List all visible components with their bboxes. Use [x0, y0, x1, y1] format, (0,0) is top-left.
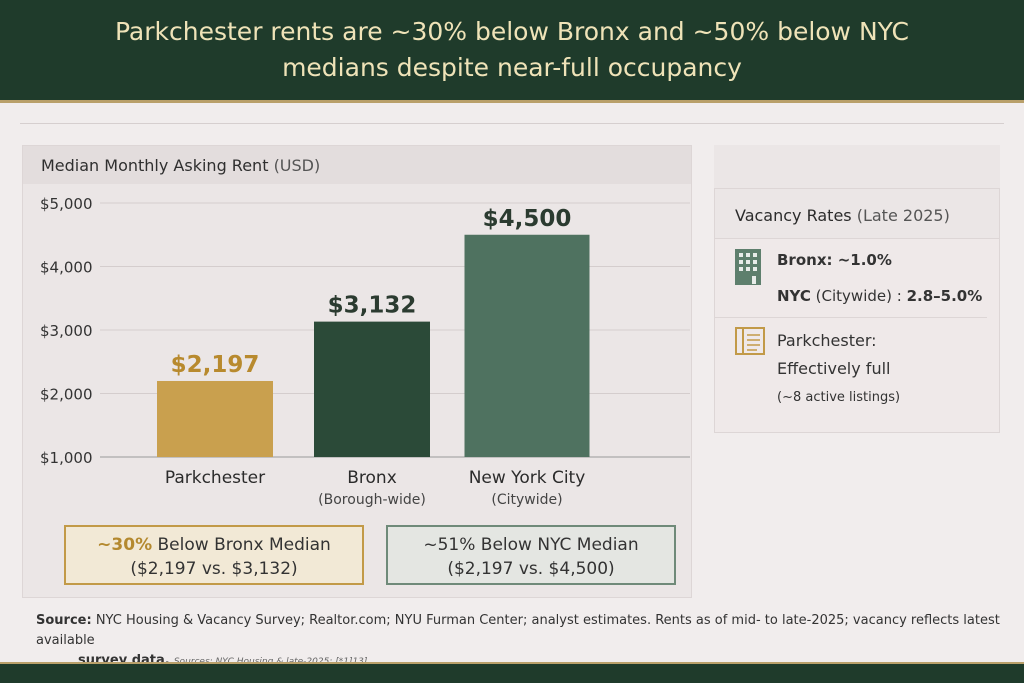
nyc-vacancy: NYC (Citywide) : 2.8–5.0%	[777, 287, 983, 305]
bar-2	[464, 234, 590, 457]
y-tick-label: $1,000	[40, 449, 93, 467]
x-tick-sublabel: (Borough-wide)	[318, 492, 426, 508]
x-tick-label: Parkchester	[165, 468, 265, 488]
vacancy-title: Vacancy Rates (Late 2025)	[715, 189, 999, 239]
x-tick-label: Bronx	[347, 468, 397, 488]
header: Parkchester rents are ~30% below Bronx a…	[0, 0, 1024, 103]
x-tick-sublabel: (Citywide)	[491, 492, 562, 508]
callout-nyc: ~51% Below NYC Median ($2,197 vs. $4,500)	[386, 525, 676, 585]
vacancy-panel: Vacancy Rates (Late 2025) Bronx: ~1.0% N…	[714, 188, 1000, 433]
divider	[20, 123, 1004, 124]
page-title: Parkchester rents are ~30% below Bronx a…	[114, 17, 910, 82]
data-label: $4,500	[483, 206, 572, 232]
y-tick-label: $4,000	[40, 259, 93, 277]
footer-bar	[0, 662, 1024, 683]
bronx-vacancy: Bronx: ~1.0%	[777, 251, 892, 269]
callout-bronx: ~30% Below Bronx Median ($2,197 vs. $3,13…	[64, 525, 364, 585]
building-icon	[735, 249, 761, 285]
y-tick-label: $2,000	[40, 386, 93, 404]
data-label: $2,197	[171, 352, 260, 378]
x-tick-label: New York City	[469, 468, 586, 488]
y-tick-label: $5,000	[40, 195, 93, 213]
data-label: $3,132	[328, 293, 417, 319]
chart-title: Median Monthly Asking Rent (USD)	[23, 146, 691, 184]
bar-1	[314, 321, 430, 457]
bar-0	[157, 380, 273, 457]
document-icon	[735, 327, 765, 355]
y-tick-label: $3,000	[40, 322, 93, 340]
